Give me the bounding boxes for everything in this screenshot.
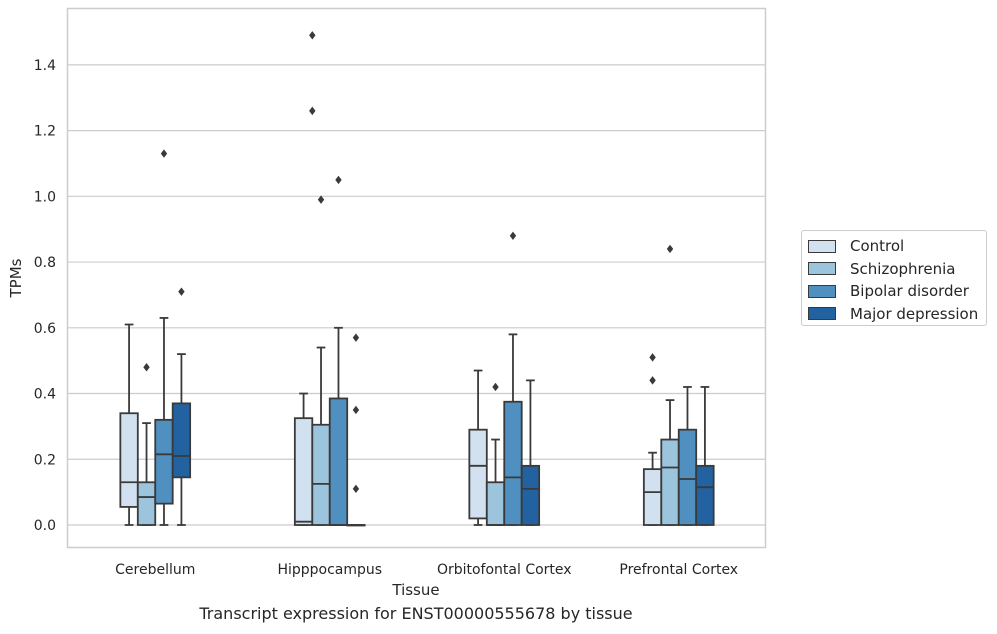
legend: Control Schizophrenia Bipolar disorder Majo… bbox=[801, 230, 987, 326]
outlier-point bbox=[178, 287, 185, 296]
outlier-group bbox=[309, 31, 316, 116]
y-tick-label: 1.2 bbox=[34, 124, 56, 140]
box-iqr bbox=[311, 423, 331, 526]
y-tick-label: 0.6 bbox=[34, 321, 56, 337]
outlier-point bbox=[335, 175, 342, 185]
y-tick-label: 0.8 bbox=[34, 255, 56, 271]
legend-item: Schizophrenia bbox=[808, 258, 986, 281]
legend-item: Major depression bbox=[808, 303, 986, 326]
legend-label: Bipolar disorder bbox=[850, 282, 969, 301]
y-tick-label: 0.2 bbox=[34, 452, 56, 468]
outlier-point bbox=[649, 376, 656, 385]
boxes bbox=[119, 31, 715, 527]
outlier-point bbox=[352, 333, 360, 342]
box-iqr bbox=[136, 481, 157, 526]
x-tick-label: Hipppocampus bbox=[277, 562, 382, 578]
y-tick-label: 0.0 bbox=[34, 518, 56, 534]
box-bipolar-disorder bbox=[328, 175, 349, 526]
box-control bbox=[119, 323, 139, 526]
legend-swatch bbox=[808, 239, 836, 253]
box-iqr bbox=[485, 481, 506, 526]
box-bipolar-disorder bbox=[503, 231, 523, 526]
box-bipolar-disorder bbox=[154, 149, 174, 526]
x-tick-label: Prefrontal Cortex bbox=[619, 562, 738, 578]
legend-item: Bipolar disorder bbox=[808, 280, 986, 303]
y-tick-labels: 0.0 0.2 0.4 0.6 0.8 1.0 1.2 1.4 bbox=[34, 58, 56, 534]
outlier-point bbox=[317, 195, 325, 204]
box-bipolar-disorder bbox=[677, 386, 698, 526]
box-iqr bbox=[119, 412, 139, 508]
x-tick-label: Orbitofontal Cortex bbox=[437, 562, 572, 578]
x-tick-labels: Cerebellum Hipppocampus Orbitofontal Corte… bbox=[115, 562, 738, 578]
y-axis-label: TPMs bbox=[7, 258, 25, 298]
legend-swatch bbox=[808, 262, 836, 276]
box-schizophrenia bbox=[485, 382, 506, 526]
box-iqr bbox=[677, 428, 698, 526]
legend-label: Schizophrenia bbox=[850, 259, 956, 278]
box-iqr bbox=[154, 418, 174, 505]
y-tick-label: 1.0 bbox=[34, 189, 56, 205]
box-major-depression bbox=[520, 379, 541, 526]
legend-label: Major depression bbox=[850, 304, 979, 323]
x-tick-label: Cerebellum bbox=[115, 562, 195, 578]
box-schizophrenia bbox=[660, 244, 680, 526]
legend-label: Control bbox=[850, 237, 905, 256]
outlier-point bbox=[509, 231, 517, 240]
box-iqr bbox=[328, 397, 349, 526]
box-iqr bbox=[468, 428, 488, 520]
outlier-point bbox=[649, 353, 656, 362]
box-iqr bbox=[695, 464, 715, 526]
box-iqr bbox=[660, 438, 680, 526]
outlier-point bbox=[143, 363, 150, 372]
box-iqr bbox=[503, 400, 523, 526]
y-tick-label: 1.4 bbox=[34, 58, 56, 74]
legend-swatch bbox=[808, 284, 836, 298]
y-tick-label: 0.4 bbox=[34, 387, 56, 403]
box-iqr bbox=[642, 468, 663, 526]
box-iqr bbox=[520, 464, 541, 526]
outlier-point bbox=[160, 149, 168, 158]
box-control bbox=[642, 353, 663, 526]
box-major-depression bbox=[171, 287, 192, 526]
legend-swatch bbox=[808, 307, 836, 321]
box-control bbox=[293, 392, 314, 526]
box-major-depression bbox=[346, 333, 366, 527]
box-iqr bbox=[171, 402, 192, 479]
outlier-point bbox=[666, 244, 674, 254]
chart-caption: Transcript expression for ENST0000055567… bbox=[199, 604, 633, 623]
outlier-point bbox=[352, 484, 360, 494]
outlier-point bbox=[492, 382, 499, 392]
outlier-point bbox=[309, 31, 316, 40]
outlier-point bbox=[309, 106, 316, 116]
box-control bbox=[468, 369, 488, 526]
plot-frame bbox=[66, 7, 767, 549]
box-major-depression bbox=[695, 386, 715, 526]
legend-item: Control bbox=[808, 235, 986, 258]
x-axis-label: Tissue bbox=[391, 581, 439, 599]
box-iqr bbox=[293, 417, 314, 526]
box-schizophrenia bbox=[311, 195, 331, 526]
box-schizophrenia bbox=[136, 363, 157, 526]
outlier-point bbox=[352, 405, 360, 415]
